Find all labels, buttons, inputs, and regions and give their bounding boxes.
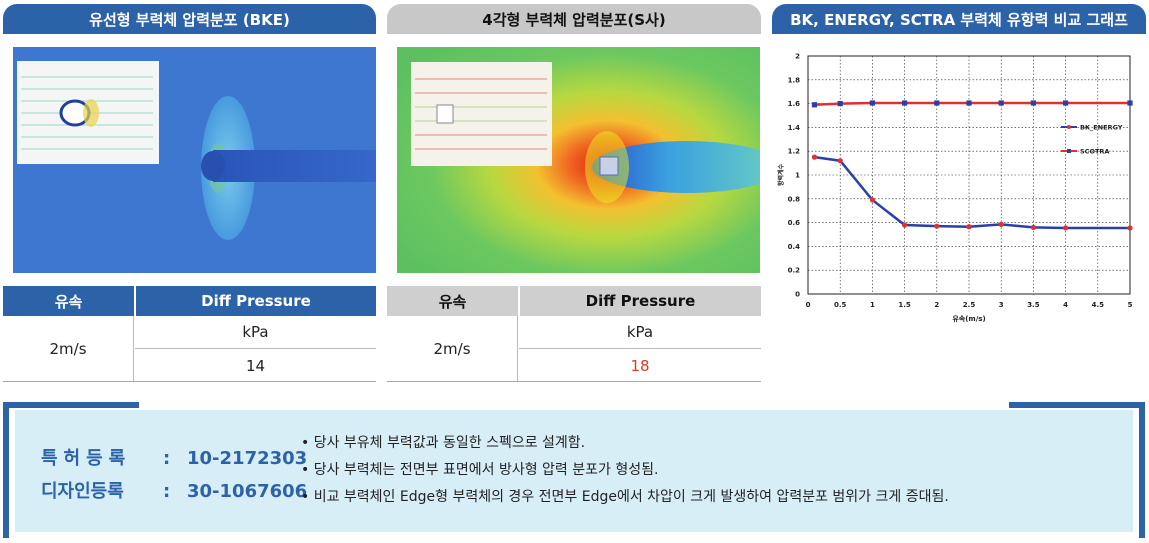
patent-label: 특허등록 (41, 448, 132, 469)
y-tick-label: 0.4 (788, 243, 801, 251)
y-tick-label: 2 (795, 53, 800, 61)
drag-comparison-panel: BK, ENERGY, SCTRA 부력체 유항력 비교 그래프 0 0.5 1 1.… (772, 4, 1146, 382)
legend-label: SCOTRA (1080, 148, 1109, 156)
pressure-unit: kPa (519, 316, 761, 349)
data-point (811, 154, 818, 160)
data-point (1063, 100, 1069, 106)
pressure-column-header: Diff Pressure (520, 286, 761, 316)
square-pressure-simulation-image (397, 47, 760, 273)
pressure-column-header: Diff Pressure (136, 286, 376, 316)
series-line-bk-energy (814, 155, 1130, 230)
x-tick-label: 3.5 (1027, 301, 1040, 309)
description-item: • 비교 부력체인 Edge형 부력체의 경우 전면부 Edge에서 차압이 크… (301, 489, 949, 505)
footer-box (15, 410, 1133, 532)
registration-footer: 특허등록:10-2172303 디자인등록:30-1067606 • 당사 부유… (3, 402, 1145, 538)
table-bottom-border (3, 381, 376, 382)
bracket-left-vertical (3, 402, 9, 538)
square-float-panel: 4각형 부력체 압력분포(S사) (387, 4, 761, 382)
y-tick-label: 1.4 (788, 124, 801, 132)
square-pressure-table: 유속 Diff Pressure 2m/s kPa 18 (387, 286, 761, 382)
data-point (1127, 225, 1133, 231)
data-point (1063, 225, 1069, 231)
y-tick-label: 1 (795, 172, 800, 180)
x-axis-label: 유속(m/s) (952, 314, 985, 323)
data-point (902, 222, 908, 228)
data-point (837, 158, 843, 164)
y-tick-label: 1.2 (788, 148, 801, 156)
x-tick-label: 4 (1063, 301, 1068, 309)
pressure-value: 14 (245, 356, 266, 375)
speed-value: 2m/s (3, 316, 134, 382)
data-point (934, 223, 940, 229)
design-colon: : (163, 481, 171, 502)
patent-registration: 특허등록:10-2172303 (41, 444, 307, 470)
bracket-right-vertical (1139, 402, 1145, 538)
patent-number: 10-2172303 (187, 448, 308, 469)
x-tick-label: 3 (999, 301, 1004, 309)
data-point (869, 100, 875, 106)
pressure-unit: kPa (135, 316, 376, 349)
series-line-scotra (814, 101, 1130, 107)
data-point (902, 100, 908, 106)
chart-panel-title: BK, ENERGY, SCTRA 부력체 유항력 비교 그래프 (772, 4, 1146, 34)
legend-marker (1067, 125, 1071, 129)
data-point (1127, 100, 1133, 106)
bracket-right-top (1009, 402, 1145, 408)
data-point (1030, 100, 1036, 106)
speed-value: 2m/s (387, 316, 518, 382)
y-tick-label: 0.6 (788, 219, 801, 227)
data-point (1030, 224, 1036, 230)
design-number: 30-1067606 (187, 481, 308, 502)
description-item: • 당사 부력체는 전면부 표면에서 방사형 압력 분포가 형성됨. (301, 462, 659, 478)
data-point (966, 224, 972, 230)
square-float-panel-title: 4각형 부력체 압력분포(S사) (387, 4, 761, 34)
y-axis-label: 항력계수 (777, 163, 785, 186)
speed-column-header: 유속 (3, 286, 134, 316)
design-label: 디자인등록 (41, 481, 124, 502)
x-tick-label: 0.5 (834, 301, 847, 309)
x-tick-label: 1 (870, 301, 875, 309)
x-tick-label: 4.5 (1092, 301, 1105, 309)
y-tick-label: 0 (795, 291, 800, 299)
data-point (837, 101, 843, 107)
y-tick-label: 1.8 (788, 76, 801, 84)
pressure-value: 18 (630, 356, 650, 375)
description-item: • 당사 부유체 부력값과 동일한 스펙으로 설계함. (301, 435, 586, 451)
x-tick-label: 1.5 (898, 301, 911, 309)
data-point (998, 221, 1004, 227)
data-point (869, 197, 875, 203)
data-point (998, 100, 1004, 106)
legend-label: BK_ENERGY (1080, 124, 1123, 132)
data-point (934, 100, 940, 106)
bke-panel-title: 유선형 부력체 압력분포 (BKE) (3, 4, 376, 34)
y-tick-label: 0.8 (788, 195, 801, 203)
legend-marker (1067, 149, 1071, 153)
bke-pressure-simulation-image (13, 47, 376, 273)
data-point (966, 100, 972, 106)
data-point (811, 102, 818, 108)
bke-panel: 유선형 부력체 압력분포 (BKE) (3, 4, 376, 382)
y-tick-label: 0.2 (788, 267, 801, 275)
x-tick-label: 2.5 (963, 301, 976, 309)
bracket-left-top (3, 402, 139, 408)
bke-pressure-table: 유속 Diff Pressure 2m/s kPa 14 (3, 286, 376, 382)
design-registration: 디자인등록:30-1067606 (41, 477, 307, 503)
patent-colon: : (163, 448, 171, 469)
x-tick-label: 2 (934, 301, 939, 309)
description-list: • 당사 부유체 부력값과 동일한 스펙으로 설계함. • 당사 부력체는 전면… (301, 430, 949, 511)
drag-comparison-chart: 0 0.5 1 1.5 2 2.5 3 3.5 4 4.5 5 0 0.2 0.4 0.6 0.8 1 1.2 1.… (774, 44, 1144, 344)
chart-svg: 0 0.5 1 1.5 2 2.5 3 3.5 4 4.5 5 0 0.2 0.4 0.6 0.8 1 1.2 1.… (777, 53, 1133, 323)
x-tick-label: 5 (1128, 301, 1133, 309)
y-tick-label: 1.6 (788, 100, 801, 108)
x-tick-label: 0 (806, 301, 811, 309)
speed-column-header: 유속 (387, 286, 518, 316)
table-bottom-border (387, 381, 761, 382)
